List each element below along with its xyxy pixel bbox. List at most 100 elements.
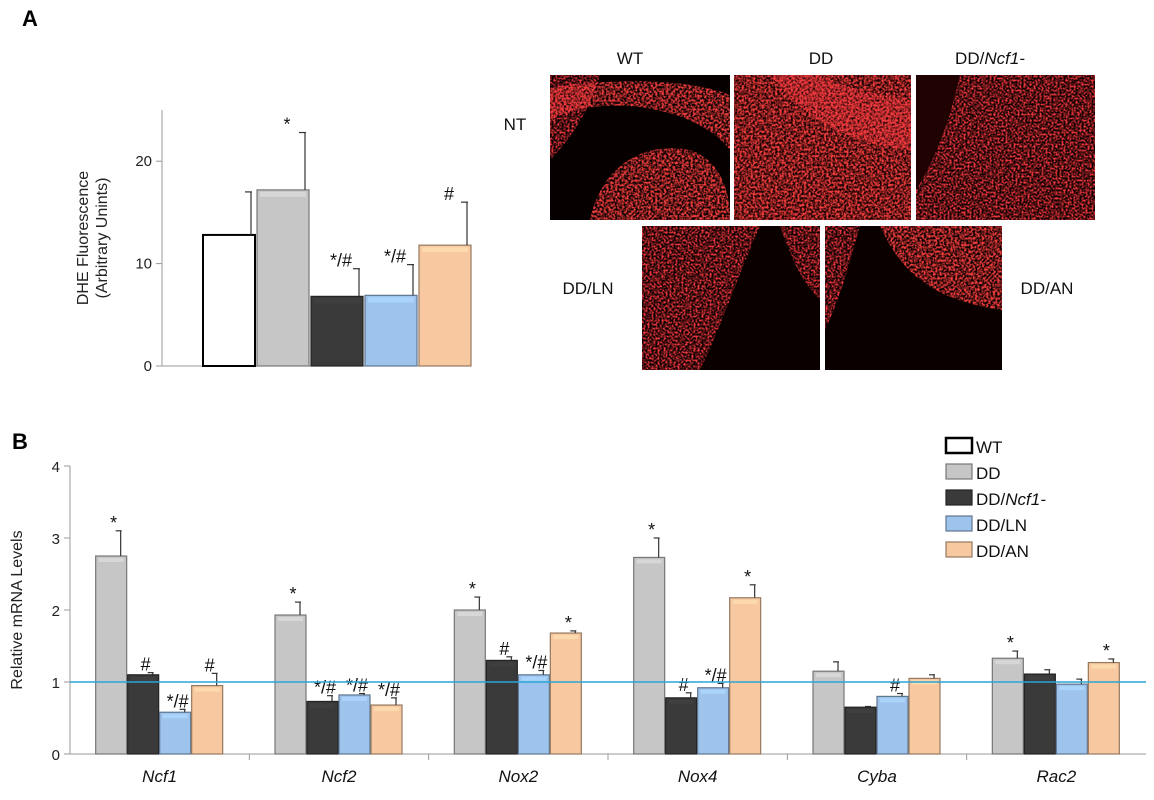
legend-label-text: DD xyxy=(976,464,1001,483)
micro-col-label-ddncf1: DD/Ncf1- xyxy=(955,49,1025,68)
panel-b-bar xyxy=(1055,683,1088,755)
panel-a-ytick-label: 20 xyxy=(135,153,152,170)
micrograph-ddncf1 xyxy=(916,75,1095,220)
panel-b-bar xyxy=(1087,661,1120,755)
panel-b-bar xyxy=(812,670,845,755)
panel-b-significance: # xyxy=(679,675,689,695)
panel-b-bar xyxy=(633,556,666,755)
panel-b-bar xyxy=(127,674,160,755)
panel-b-significance: # xyxy=(205,655,215,675)
panel-a-bar-highlight xyxy=(260,191,306,197)
panel-b-significance: * xyxy=(469,579,476,599)
panel-b-ytick-label: 4 xyxy=(52,459,60,476)
panel-b-bar xyxy=(908,677,941,755)
panel-a-bar-highlight xyxy=(314,298,360,304)
panel-b-bar xyxy=(876,695,909,755)
panel-b-significance: * xyxy=(565,613,572,633)
legend-label: DD/Ncf1- xyxy=(976,490,1046,509)
panel-b-ytick-label: 3 xyxy=(52,531,60,548)
legend-label: DD xyxy=(976,464,1001,483)
panel-b-bar-highlight xyxy=(1091,664,1117,669)
panel-b-significance: # xyxy=(141,655,151,675)
panel-a-ytick-label: 0 xyxy=(144,358,152,375)
micrograph-ddln xyxy=(642,226,820,370)
panel-b-significance: * xyxy=(110,513,117,533)
panel-b-significance: * xyxy=(744,567,751,587)
panel-b-significance: # xyxy=(890,676,900,696)
panel-a-bar-highlight xyxy=(422,247,468,253)
panel-b-significance: * xyxy=(648,520,655,540)
panel-b-bar-highlight xyxy=(700,689,726,694)
panel-b-bar xyxy=(95,555,128,755)
micro-label-ddan: DD/AN xyxy=(1021,279,1074,298)
panel-b-bar-highlight xyxy=(880,698,905,703)
panel-b-bar-highlight xyxy=(342,696,367,701)
panel-b-significance: */# xyxy=(378,680,400,700)
panel-b-ytick-label: 2 xyxy=(52,603,60,620)
panel-b-bar-highlight xyxy=(995,660,1021,665)
panel-b-bar-highlight xyxy=(816,673,841,678)
panel-b-category-label: Ncf1 xyxy=(142,767,177,786)
panel-b-bar-highlight xyxy=(732,599,758,604)
panel-a-significance: */# xyxy=(384,247,406,267)
micrograph-panel: WT DD DD/Ncf1- NT DD/LN DD/AN xyxy=(504,49,1095,370)
panel-b-bar-highlight xyxy=(310,703,335,708)
panel-a-significance: * xyxy=(283,115,290,135)
panel-b-bar-highlight xyxy=(1027,676,1053,681)
legend-swatch xyxy=(945,463,973,480)
panel-b-significance: * xyxy=(289,584,296,604)
legend-label: DD/LN xyxy=(976,516,1027,535)
legend-swatch xyxy=(945,541,973,558)
panel-b-ylabel: Relative mRNA Levels xyxy=(9,530,26,689)
panel-a-ytick-label: 10 xyxy=(135,256,152,273)
panel-b-bar xyxy=(1023,673,1056,755)
panel-a-ylabel-line1: DHE Fluorescence xyxy=(75,171,92,305)
panel-b-bar xyxy=(159,711,192,755)
panel-b-category-label: Nox2 xyxy=(498,767,538,786)
micrograph-dd xyxy=(734,75,911,220)
panel-a-significance: # xyxy=(444,184,454,204)
panel-b-bar xyxy=(844,706,877,755)
panel-b-bar-highlight xyxy=(636,559,662,564)
legend-label: WT xyxy=(976,438,1002,457)
legend-label-text: DD/ xyxy=(976,490,1006,509)
legend: WT DD DD/Ncf1- DD/LN DD/AN xyxy=(944,436,1046,561)
panel-b-bar-highlight xyxy=(98,558,124,562)
panel-b-significance: */# xyxy=(314,678,336,698)
panel-a-letter: A xyxy=(22,6,38,31)
panel-b-bar-highlight xyxy=(130,676,156,681)
panel-b-bar-highlight xyxy=(668,699,694,704)
panel-b-significance: # xyxy=(499,639,509,659)
panel-b-bar xyxy=(370,704,403,755)
micro-col-label-ddncf1-italic: Ncf1- xyxy=(984,49,1025,68)
panel-b-bar xyxy=(485,659,518,755)
legend-swatch xyxy=(945,489,973,506)
panel-b-significance: * xyxy=(1007,633,1014,653)
panel-b-bar-highlight xyxy=(194,687,220,692)
legend-swatch xyxy=(945,515,973,532)
panel-b-bar xyxy=(697,687,730,755)
legend-swatch xyxy=(944,436,974,455)
legend-label-text: DD/LN xyxy=(976,516,1027,535)
panel-b-letter: B xyxy=(12,429,28,454)
panel-b-bar xyxy=(306,700,339,755)
panel-b-significance: */# xyxy=(525,652,547,672)
panel-a-bar xyxy=(364,294,418,367)
panel-b-bar-highlight xyxy=(374,707,399,712)
panel-b-chart: Relative mRNA Levels 0 1 2 3 4 * # */# # Ncf1 * */#… xyxy=(9,459,1146,786)
panel-b-bar-highlight xyxy=(1059,686,1085,691)
panel-b-bar xyxy=(665,697,698,755)
micro-col-label-dd: DD xyxy=(809,49,834,68)
panel-b-bar-highlight xyxy=(521,676,547,681)
panel-b-bar xyxy=(191,684,224,755)
micrograph-wt xyxy=(550,75,730,220)
panel-b-bar-highlight xyxy=(457,612,483,616)
panel-b-category-label: Rac2 xyxy=(1036,767,1076,786)
micro-row-label-ddln: DD/LN xyxy=(562,279,613,298)
panel-a-bar xyxy=(202,233,256,367)
panel-b-bar xyxy=(517,674,550,755)
panel-b-bar-highlight xyxy=(278,617,303,622)
panel-a-bar-highlight xyxy=(368,297,414,303)
panel-b-bar xyxy=(549,632,582,755)
